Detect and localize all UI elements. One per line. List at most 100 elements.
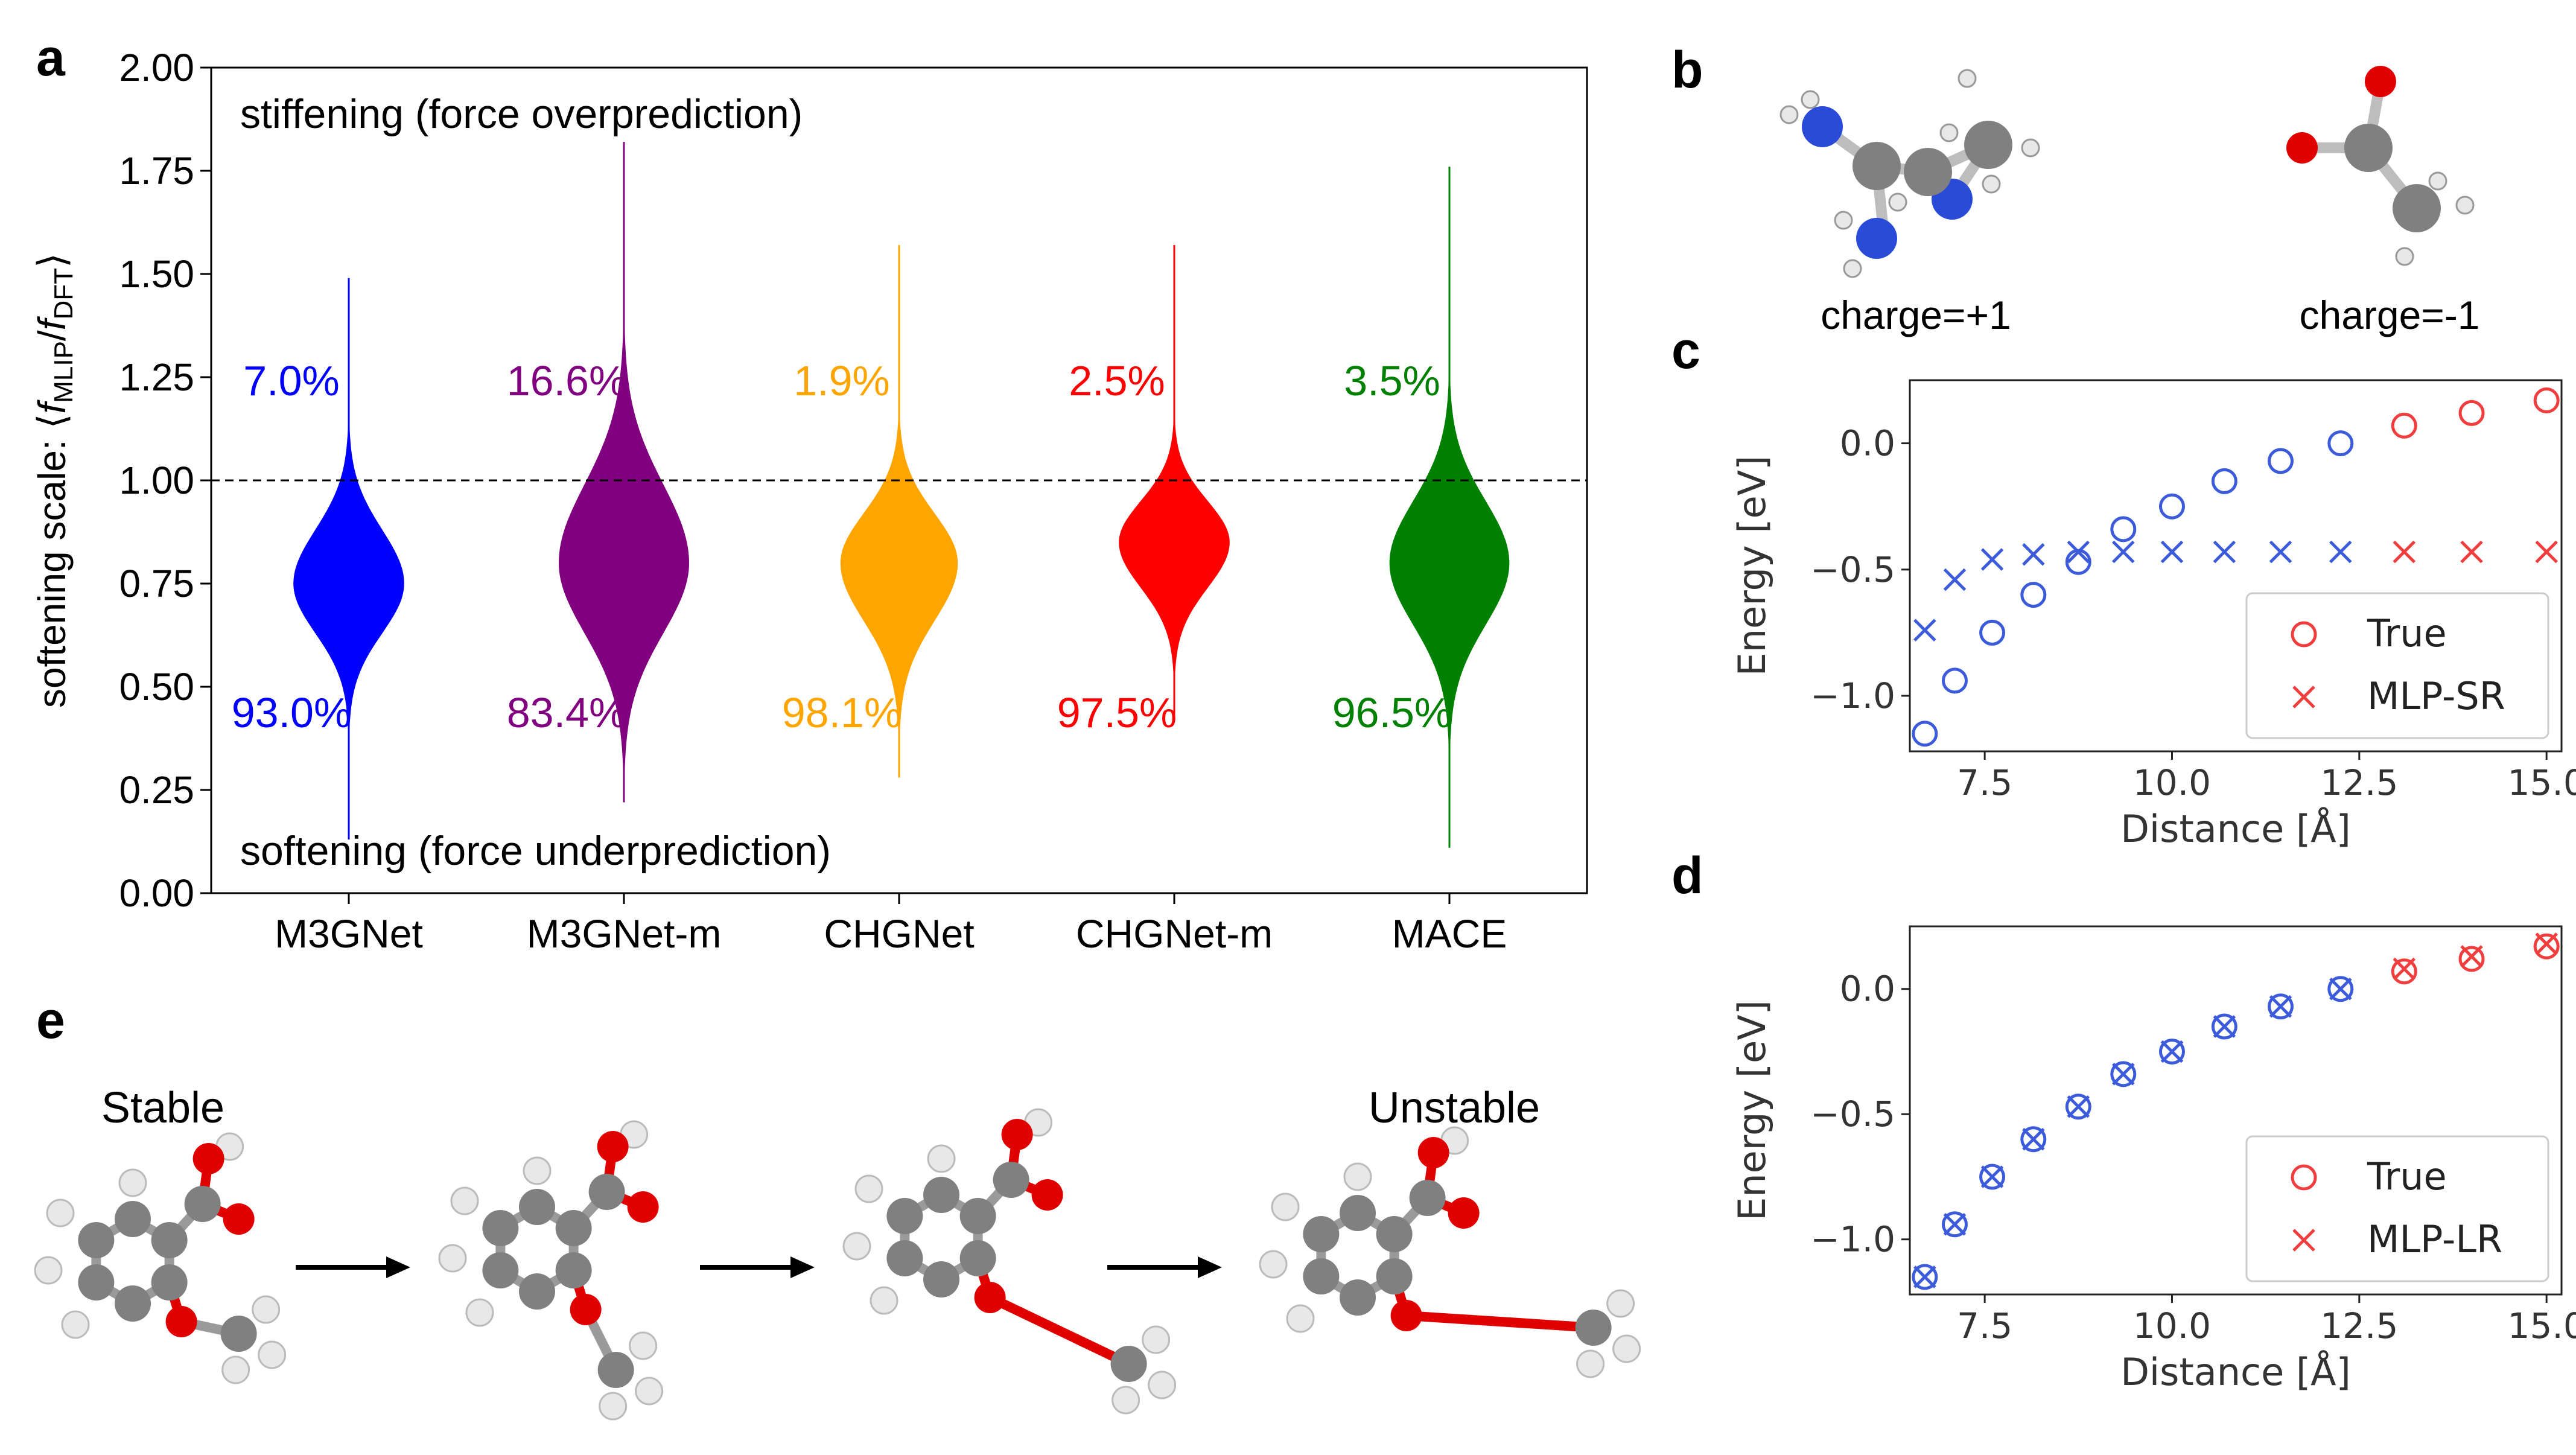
carbon-atom: [588, 1174, 625, 1210]
hydrogen-atom: [842, 1232, 871, 1261]
percent-below: 97.5%: [1057, 689, 1177, 736]
y-axis-label: Energy [eV]: [1730, 1000, 1774, 1221]
percent-above: 16.6%: [507, 357, 626, 404]
carbon-atom: [1110, 1346, 1147, 1382]
hydrogen-atom: [258, 1340, 287, 1369]
violin-mace: [1389, 167, 1510, 848]
x-tick-label: CHGNet: [824, 911, 974, 956]
carbon-atom: [220, 1316, 257, 1352]
carbon-atom: [1340, 1195, 1376, 1231]
scatter-axes-frame: [1909, 925, 2563, 1296]
carbon-atom: [184, 1186, 221, 1222]
panel-label-d: d: [1671, 847, 1703, 905]
violin-x-ticks: M3GNet M3GNet-m CHGNet CHGNet-m MACE: [275, 893, 1507, 956]
legend-mlp-label: MLP-LR: [2367, 1217, 2502, 1261]
oxygen-atom: [1390, 1300, 1422, 1331]
oxygen-atom: [1448, 1197, 1480, 1229]
data-point-true: [2327, 976, 2354, 1002]
y-tick-label: 1.00: [119, 459, 194, 502]
y-tick-label: 1.25: [119, 355, 194, 399]
oxygen-atom: [1001, 1119, 1033, 1150]
ylabel-suffix: ⟩: [30, 253, 74, 268]
data-point-mlp: [2535, 932, 2558, 955]
x-tick-label: 15.0: [2508, 762, 2576, 803]
hydrogen-atom: [118, 1168, 147, 1197]
data-point-true: [2458, 946, 2485, 972]
data-point-true: [1979, 1164, 2006, 1190]
percent-below: 98.1%: [782, 689, 902, 736]
data-point-true: [2458, 400, 2485, 426]
data-point-mlp: [2022, 1127, 2045, 1151]
data-point-true: [2267, 448, 2294, 474]
data-point-mlp: [2329, 540, 2352, 564]
carbon-atom: [1409, 1180, 1446, 1216]
panel-label-a: a: [36, 29, 66, 87]
data-point-mlp: [2160, 540, 2184, 564]
data-point-mlp: [2269, 540, 2292, 564]
x-tick-label: 12.5: [2320, 1305, 2398, 1346]
data-point-true: [2158, 1038, 2185, 1065]
x-tick-label: CHGNet-m: [1076, 911, 1273, 956]
data-point-mlp: [2460, 945, 2483, 968]
unstable-label: Unstable: [1369, 1084, 1540, 1132]
x-tick-label: 7.5: [1957, 1305, 2012, 1346]
x-tick-label: MACE: [1392, 911, 1507, 956]
hydrogen-atom: [1142, 1325, 1171, 1354]
panel-label-e: e: [36, 992, 65, 1049]
legend-true-label: True: [2367, 611, 2447, 655]
data-point-mlp: [1913, 619, 1936, 642]
data-point-mlp: [2393, 957, 2416, 981]
data-point-true: [2267, 993, 2294, 1020]
data-point-mlp: [2269, 995, 2292, 1018]
oxygen-atom: [192, 1143, 224, 1174]
data-point-mlp: [1943, 1213, 1967, 1236]
data-point-mlp: [2112, 1063, 2135, 1086]
data-point-mlp: [2160, 1040, 2184, 1063]
percent-above: 3.5%: [1344, 357, 1440, 404]
nitrogen-atom: [1856, 218, 1897, 259]
scatter-axes-frame: [1909, 379, 2563, 753]
data-point-mlp: [1980, 1165, 2004, 1188]
hydrogen-atom: [465, 1298, 494, 1327]
data-point-mlp: [2393, 540, 2416, 564]
violin-bodies: [293, 142, 1510, 848]
legend-box: [2245, 1135, 2549, 1282]
data-point-mlp: [2112, 540, 2135, 564]
data-point-true: [2211, 1013, 2237, 1040]
ylabel-prefix: softening scale: ⟨: [30, 414, 74, 708]
hydrogen-atom: [1148, 1371, 1177, 1399]
carbon-atom: [151, 1264, 188, 1301]
hydrogen-atom: [1271, 1192, 1300, 1221]
data-point-true: [2391, 412, 2417, 439]
nitrogen-atom: [1802, 106, 1843, 147]
carbon-atom: [519, 1189, 555, 1225]
carbon-atom: [886, 1198, 923, 1234]
legend-mlp-marker: [2292, 1229, 2315, 1252]
oxygen-atom: [597, 1131, 629, 1162]
violin-percent-labels: 7.0% 93.0% 16.6% 83.4% 1.9% 98.1% 2.5% 97.5% 3.5…: [232, 357, 1452, 736]
scatter-chart-lr: 7.5 10.0 12.5 15.0 −1.0 −0.5 0.0 Distance [Å] En…: [1730, 925, 2576, 1394]
softening-annotation: softening (force underprediction): [240, 828, 831, 874]
percent-below: 96.5%: [1332, 689, 1452, 736]
data-point-true: [2158, 493, 2185, 520]
violin-chgnet: [840, 245, 958, 778]
carbon-atom: [993, 1162, 1029, 1198]
carbon-atom: [959, 1198, 996, 1234]
ylabel-sub-dft: DFT: [49, 268, 78, 320]
cation-charge-label: charge=+1: [1821, 293, 2011, 337]
carbon-atom: [923, 1177, 959, 1213]
arrow-2: [700, 1256, 815, 1278]
panel-e-sequence: Stable Unstable: [34, 1084, 1641, 1421]
carbon-atom: [1303, 1258, 1340, 1294]
data-point-true: [2211, 468, 2237, 494]
y-tick-label: 1.50: [119, 252, 194, 296]
data-point-mlp: [2213, 1015, 2236, 1038]
hydrogen-atom: [1606, 1289, 1635, 1318]
violin-m3gnet-m: [559, 142, 689, 803]
data-point-mlp: [2460, 540, 2483, 564]
oxygen-atom: [165, 1306, 197, 1337]
data-point-true: [2110, 516, 2137, 543]
carbon-atom: [482, 1210, 519, 1246]
hydrogen-atom: [1259, 1250, 1288, 1279]
